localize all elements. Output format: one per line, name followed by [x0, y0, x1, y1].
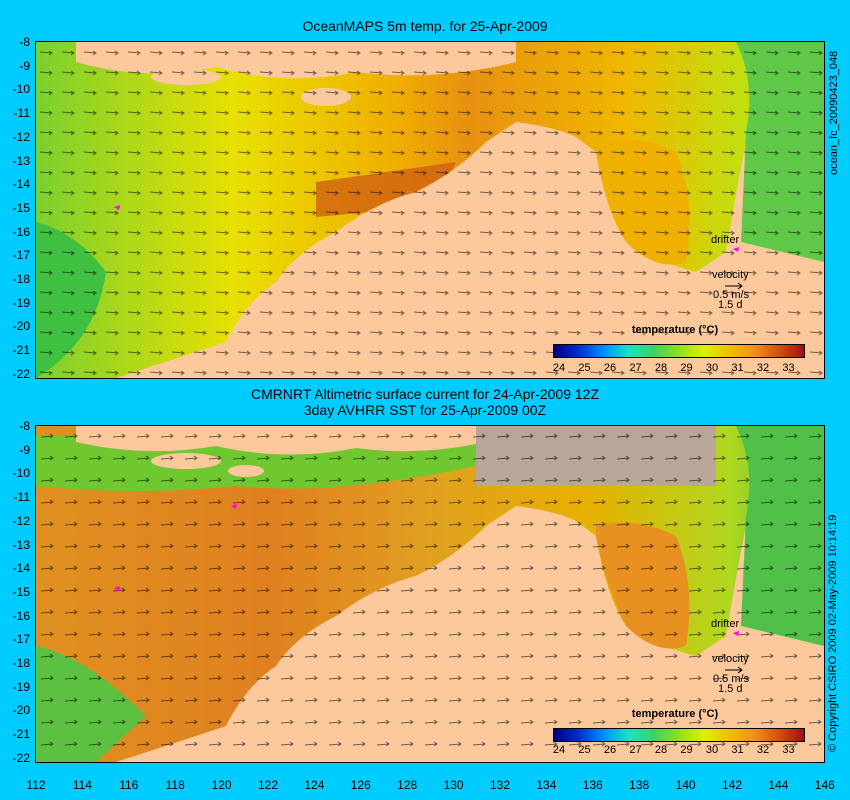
- longitude-tick: 116: [119, 778, 139, 792]
- bottom-panel-title-line2: 3day AVHRR SST for 25-Apr-2009 00Z: [303, 402, 547, 418]
- colorbar-tick-label: 25: [578, 744, 591, 756]
- bottom-legend-duration: 1.5 d: [718, 683, 743, 695]
- bottom-colorbar: [553, 728, 805, 742]
- longitude-tick: 134: [536, 778, 557, 792]
- latitude-tick: -8: [19, 35, 30, 49]
- colorbar-tick-label: 26: [603, 744, 617, 756]
- latitude-tick: -20: [12, 703, 30, 718]
- latitude-tick: -9: [19, 58, 30, 73]
- colorbar-tick-label: 29: [680, 362, 693, 374]
- longitude-tick: 136: [582, 778, 603, 792]
- longitude-tick: 126: [350, 778, 371, 792]
- latitude-tick: -13: [12, 537, 30, 552]
- colorbar-tick-label: 28: [654, 362, 668, 374]
- copyright-label: © Copyright CSIRO 2009 02-May-2009 10:14…: [827, 514, 839, 752]
- bottom-legend-drifter: drifter: [711, 618, 740, 630]
- latitude-tick: -18: [12, 272, 30, 286]
- colorbar-tick-label: 32: [756, 744, 770, 756]
- longitude-tick: 122: [257, 778, 279, 792]
- longitude-tick: 142: [721, 778, 743, 792]
- colorbar-tick-label: 24: [552, 744, 566, 756]
- longitude-tick: 128: [397, 778, 418, 792]
- latitude-tick: -15: [12, 584, 30, 599]
- longitude-tick: 144: [768, 778, 789, 792]
- latitude-tick: -14: [12, 561, 30, 576]
- top-legend-speed: 0.5 m/s: [713, 289, 750, 301]
- top-map: temperature (°C) drifter velocity 0.5 m/…: [35, 41, 825, 379]
- colorbar-tick-label: 27: [629, 744, 642, 756]
- latitude-tick: -13: [12, 153, 30, 168]
- colorbar-tick-label: 31: [731, 362, 744, 374]
- latitude-tick: -12: [12, 129, 30, 144]
- longitude-tick: 112: [26, 778, 46, 792]
- bottom-legend-speed: 0.5 m/s: [713, 673, 750, 685]
- top-drifter-legend: [733, 247, 739, 252]
- colorbar-tick-label: 25: [578, 362, 591, 374]
- latitude-tick: -22: [12, 366, 30, 381]
- colorbar-tick-label: 31: [731, 744, 744, 756]
- top-panel-title: OceanMAPS 5m temp. for 25-Apr-2009: [302, 18, 548, 34]
- latitude-tick: -21: [12, 727, 30, 742]
- top-legend-drifter: drifter: [711, 234, 740, 246]
- latitude-tick: -21: [12, 343, 30, 358]
- longitude-tick: 146: [814, 778, 835, 792]
- latitude-tick: -17: [12, 632, 30, 647]
- latitude-tick: -19: [12, 679, 30, 694]
- bottom-map-graphic: [36, 426, 824, 762]
- top-colorbar-title: temperature (°C): [631, 324, 719, 336]
- latitude-tick: -16: [12, 608, 30, 623]
- latitude-tick: -15: [12, 200, 30, 215]
- colorbar-tick-label: 24: [552, 362, 566, 374]
- longitude-tick: 130: [443, 778, 464, 792]
- latitude-tick: -8: [19, 419, 30, 433]
- longitude-tick: 114: [72, 778, 92, 792]
- top-map-graphic: [36, 42, 824, 378]
- latitude-tick: -14: [12, 177, 30, 192]
- top-forecast-id-label: ocean_fc_20090423_048: [828, 50, 840, 175]
- longitude-tick: 140: [675, 778, 696, 792]
- top-colorbar: [553, 344, 805, 358]
- colorbar-tick-label: 33: [782, 362, 795, 374]
- latitude-tick: -16: [12, 224, 30, 239]
- top-legend-duration: 1.5 d: [718, 299, 743, 311]
- latitude-tick: -18: [12, 656, 30, 670]
- latitude-tick: -10: [12, 82, 30, 97]
- top-drifter-west: [114, 205, 120, 210]
- bottom-drifter-legend: [733, 631, 739, 636]
- latitude-tick: -10: [12, 466, 30, 481]
- colorbar-tick-label: 30: [705, 744, 719, 756]
- colorbar-tick-label: 32: [756, 362, 770, 374]
- bottom-map: temperature (°C) drifter velocity 0.5 m/…: [35, 425, 825, 763]
- colorbar-tick-label: 26: [603, 362, 617, 374]
- bottom-legend-velocity: velocity: [712, 653, 749, 665]
- longitude-tick: 118: [165, 778, 185, 792]
- colorbar-tick-label: 30: [705, 362, 719, 374]
- latitude-tick: -19: [12, 295, 30, 310]
- latitude-tick: -20: [12, 319, 30, 334]
- longitude-tick: 120: [211, 778, 232, 792]
- latitude-tick: -12: [12, 513, 30, 528]
- longitude-tick: 138: [629, 778, 650, 792]
- latitude-tick: -9: [19, 442, 30, 457]
- colorbar-tick-label: 28: [654, 744, 668, 756]
- latitude-tick: -11: [13, 106, 30, 121]
- latitude-tick: -17: [12, 248, 30, 263]
- top-legend-arrow: [725, 282, 743, 290]
- colorbar-tick-label: 27: [629, 362, 642, 374]
- colorbar-tick-label: 29: [680, 744, 693, 756]
- longitude-tick: 124: [304, 778, 325, 792]
- top-legend-velocity: velocity: [712, 269, 749, 281]
- colorbar-tick-label: 33: [782, 744, 795, 756]
- bottom-drifter-west: [114, 586, 120, 591]
- bottom-colorbar-title: temperature (°C): [631, 708, 719, 720]
- latitude-tick: -22: [12, 750, 30, 765]
- longitude-tick: 132: [489, 778, 511, 792]
- bottom-drifter-north: [231, 504, 237, 509]
- bottom-panel-title-line1: CMRNRT Altimetric surface current for 24…: [250, 386, 600, 402]
- bottom-legend-arrow: [725, 666, 743, 674]
- latitude-tick: -11: [13, 490, 30, 505]
